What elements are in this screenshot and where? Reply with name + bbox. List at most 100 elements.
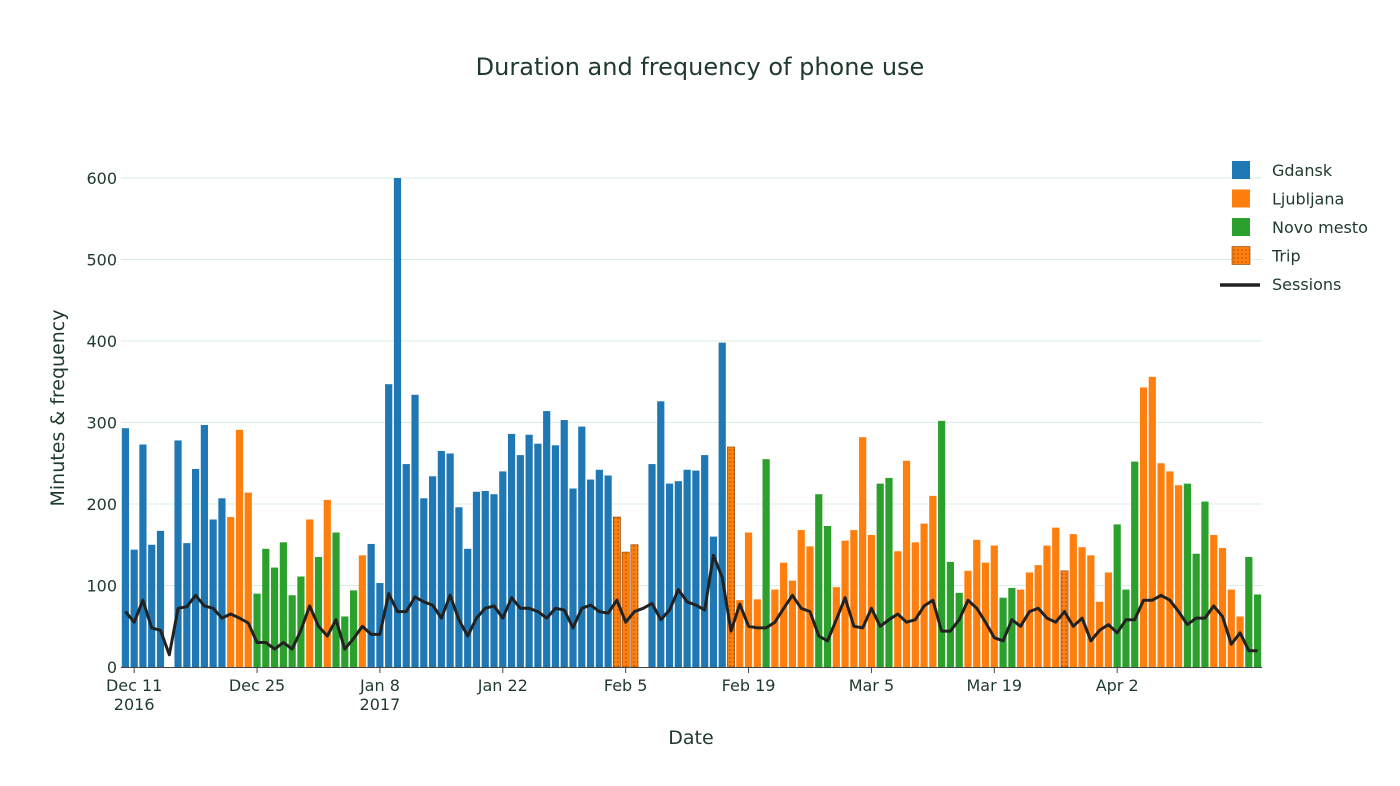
bar-gdansk bbox=[657, 401, 665, 667]
bar-novo-mesto bbox=[823, 526, 832, 667]
bar-ljubljana bbox=[1043, 545, 1051, 667]
bar-ljubljana bbox=[1017, 589, 1025, 667]
bar-gdansk bbox=[437, 451, 445, 667]
bar-ljubljana bbox=[797, 530, 805, 667]
bar-gdansk bbox=[472, 491, 481, 667]
bar-ljubljana bbox=[911, 542, 919, 667]
bar-ljubljana bbox=[964, 570, 972, 667]
legend-label-gdansk: Gdansk bbox=[1272, 161, 1333, 180]
y-axis-title: Minutes & frequency bbox=[47, 310, 69, 507]
y-tick-label: 100 bbox=[86, 577, 117, 596]
y-tick-label: 500 bbox=[86, 251, 117, 270]
bar-ljubljana bbox=[736, 600, 744, 667]
legend-swatch-gdansk bbox=[1232, 161, 1250, 179]
bar-ljubljana bbox=[1157, 463, 1165, 667]
x-tick-sublabel: 2017 bbox=[360, 695, 401, 714]
bar-gdansk bbox=[560, 420, 568, 667]
bar-ljubljana bbox=[920, 523, 928, 667]
bar-gdansk bbox=[446, 453, 454, 667]
y-tick-label: 0 bbox=[107, 658, 117, 677]
bar-ljubljana bbox=[1078, 547, 1086, 667]
bar-gdansk bbox=[683, 469, 691, 667]
bar-ljubljana bbox=[832, 587, 840, 667]
bar-ljubljana bbox=[1034, 565, 1042, 667]
bar-ljubljana bbox=[358, 555, 366, 667]
bar-gdansk bbox=[464, 548, 472, 667]
x-axis-title: Date bbox=[668, 727, 713, 749]
bar-gdansk bbox=[367, 543, 375, 667]
bar-gdansk bbox=[586, 479, 595, 667]
bar-gdansk bbox=[200, 424, 208, 667]
bar-novo-mesto bbox=[885, 477, 893, 667]
bar-ljubljana bbox=[788, 580, 797, 667]
legend-swatch-novo-mesto bbox=[1232, 218, 1250, 236]
bar-novo-mesto bbox=[270, 567, 279, 667]
bar-gdansk bbox=[139, 444, 147, 667]
bar-gdansk bbox=[402, 464, 410, 667]
bar-novo-mesto bbox=[279, 542, 287, 667]
bar-gdansk bbox=[174, 440, 182, 667]
grid-lines bbox=[121, 177, 1262, 586]
bar-gdansk bbox=[148, 544, 156, 667]
bar-ljubljana bbox=[771, 589, 779, 667]
bar-trip bbox=[1060, 570, 1069, 668]
legend-swatch-ljubljana bbox=[1232, 189, 1250, 208]
bar-novo-mesto bbox=[1245, 556, 1253, 667]
bar-ljubljana bbox=[806, 546, 814, 667]
x-tick-label: Dec 25 bbox=[229, 676, 285, 695]
bar-gdansk bbox=[534, 443, 542, 667]
bar-novo-mesto bbox=[815, 494, 823, 667]
bar-novo-mesto bbox=[1122, 589, 1130, 667]
bar-novo-mesto bbox=[1183, 483, 1191, 667]
bar-ljubljana bbox=[1139, 387, 1148, 667]
bar-novo-mesto bbox=[1192, 553, 1200, 667]
bar-ljubljana bbox=[981, 562, 990, 667]
bar-ljubljana bbox=[1104, 572, 1113, 667]
legend-label-sessions: Sessions bbox=[1272, 275, 1341, 294]
bar-gdansk bbox=[665, 483, 674, 667]
bar-gdansk bbox=[692, 470, 700, 667]
bar-ljubljana bbox=[973, 539, 981, 667]
bar-ljubljana bbox=[894, 551, 902, 667]
bar-ljubljana bbox=[1069, 534, 1077, 667]
bar-ljubljana bbox=[1236, 616, 1244, 667]
bar-novo-mesto bbox=[253, 593, 261, 667]
bar-gdansk bbox=[551, 445, 560, 667]
bar-ljubljana bbox=[244, 492, 252, 667]
bar-gdansk bbox=[130, 549, 138, 667]
bar-novo-mesto bbox=[1131, 461, 1139, 667]
bar-gdansk bbox=[218, 498, 226, 667]
bar-ljubljana bbox=[929, 495, 937, 667]
bar-novo-mesto bbox=[999, 597, 1007, 667]
bar-gdansk bbox=[604, 475, 612, 667]
bar-ljubljana bbox=[1210, 534, 1218, 667]
bar-ljubljana bbox=[859, 437, 867, 667]
bar-ljubljana bbox=[1166, 471, 1174, 667]
bar-gdansk bbox=[121, 428, 129, 667]
bar-gdansk bbox=[156, 530, 165, 667]
bar-gdansk bbox=[376, 583, 384, 667]
bar-gdansk bbox=[428, 476, 437, 667]
bar-ljubljana bbox=[780, 562, 788, 667]
bar-gdansk bbox=[507, 433, 516, 667]
bar-novo-mesto bbox=[946, 561, 955, 667]
bar-gdansk bbox=[192, 468, 200, 667]
bar-ljubljana bbox=[850, 530, 858, 667]
bar-novo-mesto bbox=[297, 576, 305, 667]
bar-gdansk bbox=[595, 469, 603, 667]
bar-ljubljana bbox=[867, 534, 876, 667]
bar-novo-mesto bbox=[1113, 524, 1121, 667]
bar-gdansk bbox=[481, 490, 489, 667]
x-tick-label: Jan 8 bbox=[359, 676, 400, 695]
bar-ljubljana bbox=[235, 429, 244, 667]
bar-gdansk bbox=[516, 455, 524, 667]
bar-ljubljana bbox=[306, 519, 314, 667]
legend-label-ljubljana: Ljubljana bbox=[1272, 190, 1344, 209]
legend-swatch-trip bbox=[1231, 246, 1251, 265]
bar-gdansk bbox=[718, 342, 726, 667]
bar-gdansk bbox=[569, 488, 577, 667]
bar-novo-mesto bbox=[876, 483, 884, 667]
